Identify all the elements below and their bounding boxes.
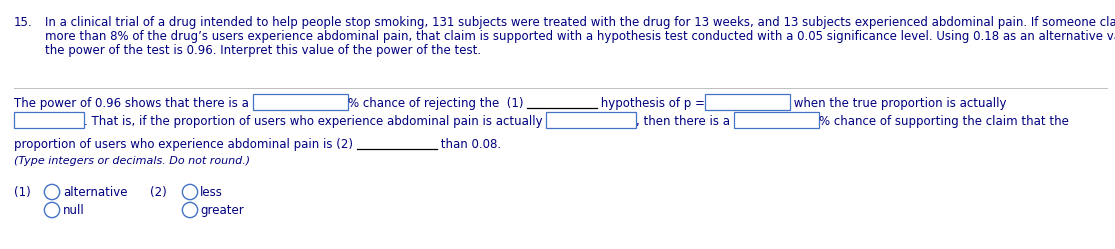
- Text: null: null: [64, 204, 85, 217]
- Bar: [734, 112, 820, 128]
- Text: less: less: [200, 186, 223, 199]
- Text: % chance of supporting the claim that the: % chance of supporting the claim that th…: [820, 115, 1069, 128]
- Text: 15.: 15.: [14, 16, 32, 29]
- Text: than 0.08.: than 0.08.: [437, 138, 501, 151]
- Text: . That is, if the proportion of users who experience abdominal pain is actually: . That is, if the proportion of users wh…: [84, 115, 546, 128]
- Text: (1): (1): [14, 186, 31, 199]
- Text: proportion of users who experience abdominal pain is (2): proportion of users who experience abdom…: [14, 138, 357, 151]
- Bar: [546, 112, 637, 128]
- Bar: [14, 112, 84, 128]
- Text: In a clinical trial of a drug intended to help people stop smoking, 131 subjects: In a clinical trial of a drug intended t…: [45, 16, 1115, 29]
- Text: more than 8% of the drug’s users experience abdominal pain, that claim is suppor: more than 8% of the drug’s users experie…: [45, 30, 1115, 43]
- Text: the power of the test is 0.96. Interpret this value of the power of the test.: the power of the test is 0.96. Interpret…: [45, 44, 482, 57]
- Text: (Type integers or decimals. Do not round.): (Type integers or decimals. Do not round…: [14, 156, 250, 166]
- Bar: [705, 94, 789, 110]
- Text: greater: greater: [200, 204, 244, 217]
- Text: , then there is a: , then there is a: [637, 115, 734, 128]
- Text: (2): (2): [151, 186, 167, 199]
- Text: when the true proportion is actually: when the true proportion is actually: [789, 97, 1006, 110]
- Text: alternative: alternative: [64, 186, 127, 199]
- Text: hypothesis of p =: hypothesis of p =: [597, 97, 705, 110]
- Bar: [253, 94, 348, 110]
- Text: The power of 0.96 shows that there is a: The power of 0.96 shows that there is a: [14, 97, 253, 110]
- Text: % chance of rejecting the  (1): % chance of rejecting the (1): [348, 97, 527, 110]
